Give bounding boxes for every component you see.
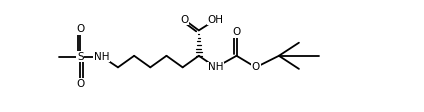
Text: S: S — [77, 52, 84, 62]
Text: O: O — [76, 79, 84, 89]
Text: O: O — [232, 27, 241, 37]
Text: O: O — [180, 15, 188, 25]
Text: OH: OH — [208, 15, 224, 25]
Text: NH: NH — [94, 52, 109, 62]
Text: O: O — [252, 62, 260, 72]
Text: O: O — [76, 24, 84, 34]
Text: NH: NH — [208, 62, 223, 72]
